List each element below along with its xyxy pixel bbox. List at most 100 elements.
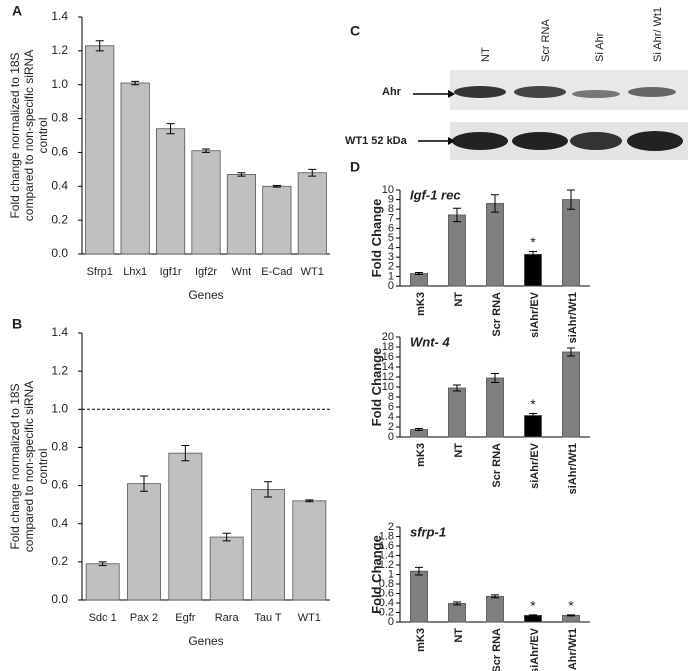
x-tick-label: Igf2r: [195, 266, 217, 278]
bar: [297, 172, 327, 255]
y-tick-label: 6: [388, 222, 394, 234]
blot-row-label: WT1 52 kDa: [345, 135, 408, 147]
x-tick-label: Rara: [215, 612, 240, 624]
bar: [562, 199, 580, 287]
error-bar: [415, 272, 423, 275]
significance-marker: *: [568, 598, 574, 614]
x-tick-label: mK3: [415, 443, 427, 467]
y-tick-label: 0.8: [379, 578, 394, 590]
x-axis-label: Genes: [188, 634, 223, 648]
bar: [524, 614, 542, 623]
error-bar: [415, 566, 423, 576]
error-bar: [529, 250, 537, 258]
bar: [85, 45, 115, 255]
panel-letter: B: [12, 316, 22, 332]
x-tick-label: Wnt: [232, 266, 252, 278]
lane-label: NT: [480, 47, 492, 62]
bar: [191, 150, 221, 255]
bar: [524, 415, 542, 438]
y-tick-label: 1.2: [51, 43, 68, 57]
y-tick-label: 0.8: [51, 440, 68, 454]
y-tick-label: 1.4: [379, 549, 394, 561]
blot: Ahr WT1 52 kDa NT Scr RNA Si Ahr Si Ahr/…: [345, 7, 688, 160]
error-bar: [202, 148, 210, 153]
bar: [486, 595, 504, 623]
y-tick-label: 1.4: [51, 9, 68, 23]
y-axis-label-line: Fold Change: [369, 348, 384, 427]
error-bar: [491, 194, 499, 213]
significance-marker: *: [530, 234, 536, 250]
y-tick-label: 10: [382, 381, 394, 393]
band: [512, 132, 568, 150]
y-tick-label: 1.2: [51, 363, 68, 377]
error-bar: [453, 601, 461, 606]
band: [514, 86, 566, 98]
y-axis-label: Fold Change: [369, 535, 384, 614]
bar: [562, 614, 580, 623]
y-tick-label: 1: [388, 270, 394, 282]
panel-letter: A: [12, 3, 22, 19]
error-bar: [95, 40, 104, 52]
y-tick-label: 0.4: [379, 597, 394, 609]
x-tick-label: Scr RNA: [491, 443, 503, 488]
error-bar: [415, 428, 423, 431]
bar: [127, 483, 161, 601]
y-tick-label: 1.0: [51, 77, 68, 91]
bar: [262, 185, 292, 255]
x-tick-label: mK3: [415, 292, 427, 316]
error-bar: [131, 80, 140, 86]
x-tick-label: Tau T: [254, 612, 282, 624]
band: [572, 90, 620, 98]
bar: [486, 377, 504, 438]
y-tick-label: 7: [388, 213, 394, 225]
x-tick-label: WT1: [301, 266, 324, 278]
bar: [251, 488, 285, 601]
band: [627, 131, 683, 151]
error-bar: [529, 614, 537, 617]
panel-letter: D: [350, 159, 360, 175]
bar: [410, 570, 428, 623]
y-axis-label: Fold Change: [369, 348, 384, 427]
bar: [85, 563, 120, 601]
error-bar: [305, 499, 314, 503]
x-axis-label: Genes: [188, 288, 223, 302]
panel-letter: C: [350, 23, 360, 39]
y-tick-label: 3: [388, 251, 394, 263]
x-tick-label: siAhr/Wt1: [567, 292, 579, 343]
y-tick-label: 18: [382, 341, 394, 353]
x-tick-label: siAhr/EV: [529, 291, 541, 338]
blot-row-label: Ahr: [382, 86, 402, 98]
y-tick-label: 20: [382, 331, 394, 343]
y-tick-label: 0.0: [51, 246, 68, 260]
y-tick-label: 0.6: [51, 145, 68, 159]
y-tick-label: 8: [388, 203, 394, 215]
bar: [226, 174, 256, 255]
arrow-head: [448, 90, 455, 98]
band: [454, 86, 506, 98]
y-axis-label-line: control: [36, 117, 50, 153]
error-bar: [491, 373, 499, 383]
y-tick-label: 0: [388, 616, 394, 628]
bar: [524, 253, 542, 287]
y-axis-label-line: Fold Change: [369, 535, 384, 614]
x-tick-label: Igf1r: [160, 266, 182, 278]
x-tick-label: Lhx1: [123, 266, 147, 278]
arrow-head: [448, 137, 455, 145]
band: [570, 132, 622, 150]
y-axis-label-line: Fold change normalized to 18S: [8, 383, 22, 549]
y-axis-label: Fold change normalized to 18Scompared to…: [8, 381, 50, 552]
bar: [292, 500, 327, 601]
error-bar: [181, 445, 190, 462]
lane-label: Scr RNA: [540, 19, 552, 62]
error-bar: [567, 189, 575, 210]
significance-marker: *: [530, 396, 536, 412]
error-bar: [567, 614, 575, 617]
x-tick-label: WT1: [298, 612, 321, 624]
chart-title: Igf-1 rec: [410, 187, 461, 202]
error-bar: [264, 481, 272, 498]
y-axis-label-line: compared to non-specific siRNA: [22, 50, 36, 221]
error-bar: [166, 123, 175, 135]
x-tick-label: Sfrp1: [87, 266, 113, 278]
bar: [448, 603, 466, 623]
band: [628, 87, 676, 97]
